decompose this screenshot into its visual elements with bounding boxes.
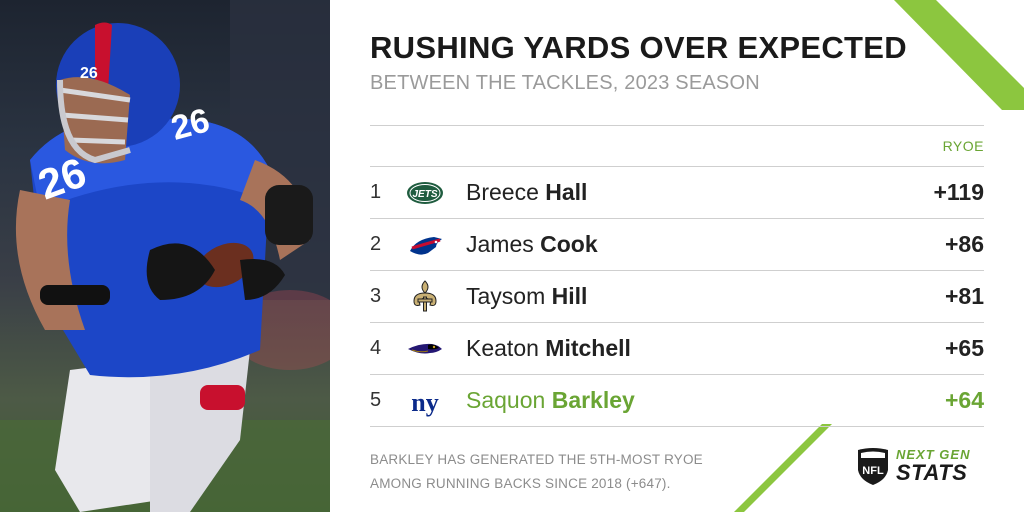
table-bottom-divider — [370, 426, 984, 427]
brand-line1: NEXT GEN — [896, 447, 971, 462]
player-name: Breece Hall — [466, 179, 587, 206]
row-divider — [370, 218, 984, 219]
rank-number: 2 — [370, 233, 382, 255]
row-divider — [370, 166, 984, 167]
player-first-name: Taysom — [466, 283, 546, 309]
player-illustration: 26 26 26 — [0, 0, 330, 512]
ryoe-value: +64 — [944, 387, 984, 413]
nfl-shield-icon: NFL — [858, 448, 888, 485]
giants-logo-icon: ny — [411, 388, 438, 417]
giants-logo-text: ny — [411, 388, 438, 417]
brand-wordmark: NEXT GEN STATS — [896, 446, 971, 485]
player-name: James Cook — [466, 231, 598, 258]
table-row: 1 JETS Breece Hall +119 — [370, 167, 984, 219]
jets-logo-icon: JETS — [407, 182, 443, 204]
brand-line2: STATS — [896, 460, 968, 485]
player-name: Taysom Hill — [466, 283, 587, 310]
page-title: RUSHING YARDS OVER EXPECTED — [370, 30, 907, 65]
player-name: Saquon Barkley — [466, 387, 635, 414]
ryoe-value: +86 — [944, 231, 984, 257]
corner-stripe-decoration — [894, 0, 1024, 110]
page-subtitle: BETWEEN THE TACKLES, 2023 SEASON — [370, 72, 760, 94]
rank-number: 3 — [370, 285, 382, 307]
player-first-name: Saquon — [466, 387, 546, 413]
row-divider — [370, 374, 984, 375]
next-gen-stats-logo: NFL NEXT GEN STATS — [856, 444, 986, 488]
bottom-stripe-decoration — [734, 424, 832, 512]
player-last-name: Cook — [540, 231, 598, 257]
table-row: 2 James Cook +86 — [370, 219, 984, 271]
rank-number: 5 — [370, 389, 382, 411]
row-divider — [370, 322, 984, 323]
saints-logo-icon — [413, 280, 437, 312]
rank-number: 1 — [370, 181, 382, 203]
player-last-name: Mitchell — [545, 335, 631, 361]
row-divider — [370, 270, 984, 271]
ryoe-value: +65 — [944, 335, 984, 361]
player-first-name: Breece — [466, 179, 539, 205]
table-row: 4 Keaton Mitchell +65 — [370, 323, 984, 375]
table-row-highlighted: 5 ny Saquon Barkley +64 — [370, 375, 984, 427]
player-last-name: Hill — [551, 283, 588, 309]
ravens-logo-icon — [408, 343, 442, 354]
table-row: 3 Taysom Hill +81 — [370, 271, 984, 323]
player-name: Keaton Mitchell — [466, 335, 631, 362]
ryoe-column-header: RYOE — [942, 138, 984, 154]
player-first-name: Keaton — [466, 335, 539, 361]
ryoe-value: +119 — [933, 179, 984, 205]
table-top-divider — [370, 125, 984, 126]
jets-logo-text: JETS — [412, 189, 437, 200]
bills-logo-icon — [410, 237, 442, 255]
ryoe-value: +81 — [944, 283, 984, 309]
player-photo: 26 26 26 — [0, 0, 330, 512]
player-last-name: Hall — [545, 179, 588, 205]
helmet-number: 26 — [80, 65, 98, 82]
footnote: BARKLEY HAS GENERATED THE 5TH-MOST RYOE … — [370, 452, 703, 491]
rank-number: 4 — [370, 337, 382, 359]
nfl-shield-text: NFL — [862, 465, 884, 477]
player-last-name: Barkley — [551, 387, 635, 413]
player-first-name: James — [466, 231, 534, 257]
